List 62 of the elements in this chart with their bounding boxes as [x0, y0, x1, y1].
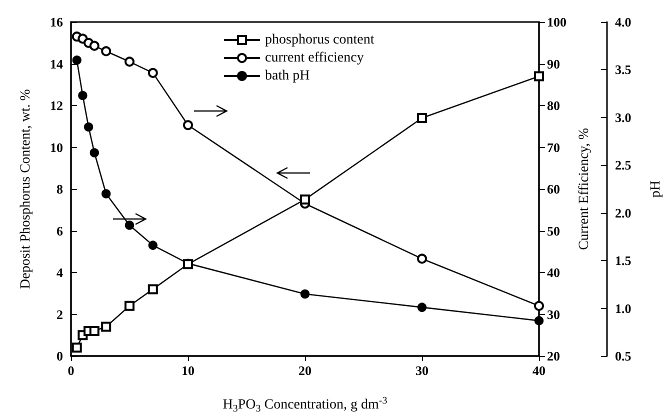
y2-tick-label: 40: [547, 265, 560, 280]
y-tick-label: 2: [56, 306, 63, 322]
y3-axis-title: pH: [648, 180, 664, 198]
y3-tick-label: 1.0: [615, 300, 632, 316]
y3-tick-label: 2.0: [615, 205, 632, 220]
point: [101, 322, 112, 332]
x-tick-label: 30: [416, 363, 428, 378]
point: [124, 56, 134, 67]
y2-tick-label: 80: [547, 98, 560, 113]
point: [534, 316, 544, 326]
y-tick-label: 10: [50, 140, 63, 155]
y-tick-label: 0: [56, 348, 63, 364]
y2-tick-label: 50: [547, 223, 560, 238]
legend-label: current efficiency: [265, 50, 364, 66]
y3-tick-label: 4.0: [615, 14, 632, 30]
legend-label: phosphorus content: [265, 32, 374, 48]
point: [89, 40, 100, 51]
y-tick-label: 6: [56, 223, 64, 238]
legend-label: bath pH: [265, 68, 310, 84]
point: [300, 289, 310, 299]
point: [89, 326, 100, 336]
y-tick-label: 4: [56, 265, 64, 280]
point: [417, 254, 427, 264]
y2-tick-label: 30: [547, 306, 560, 322]
point: [148, 284, 158, 294]
y2-tick-label: 90: [547, 56, 560, 72]
y3-tick-label: 1.5: [615, 253, 632, 268]
y2-tick-label: 20: [547, 348, 560, 364]
point: [72, 342, 82, 353]
y3-tick-label: 3.5: [615, 62, 632, 78]
point: [124, 300, 134, 311]
point: [90, 148, 99, 158]
point: [183, 120, 193, 130]
y-tick-label: 12: [50, 98, 63, 113]
point: [78, 90, 88, 100]
y-tick-label: 14: [50, 56, 64, 72]
point: [534, 300, 544, 311]
y3-tick-label: 0.5: [615, 348, 632, 364]
y2-tick-label: 100: [547, 14, 566, 30]
y3-tick-label: 2.5: [615, 158, 632, 173]
point: [84, 122, 94, 132]
x-tick-label: 10: [182, 363, 194, 378]
point: [148, 240, 158, 250]
y3-tick-label: 3.0: [615, 110, 632, 125]
point: [101, 46, 112, 56]
point: [300, 194, 310, 204]
y-axis-title: Deposit Phosphorus Content, wt. %: [18, 88, 34, 289]
y2-tick-label: 60: [547, 182, 560, 196]
point: [148, 68, 158, 78]
x-tick-label: 20: [298, 363, 312, 378]
y-tick-label: 8: [56, 182, 64, 196]
x-tick-label: 0: [68, 363, 74, 378]
point: [417, 113, 427, 124]
y2-tick-label: 70: [547, 140, 560, 155]
x-tick-label: 40: [532, 363, 546, 378]
point: [72, 56, 82, 65]
point: [102, 189, 111, 198]
point: [124, 220, 134, 230]
y2-axis-title: Current Efficiency, %: [576, 128, 592, 250]
point: [417, 302, 427, 312]
y-tick-label: 16: [50, 14, 64, 30]
point: [534, 71, 544, 82]
